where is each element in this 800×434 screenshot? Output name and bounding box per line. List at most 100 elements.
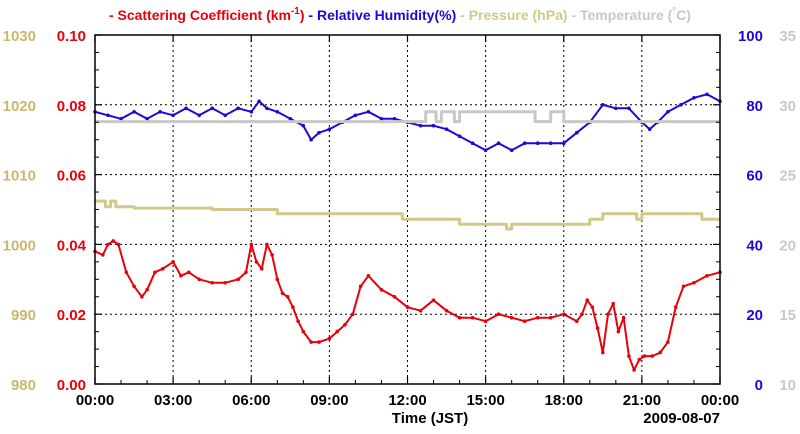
y-tick-label: 15: [779, 307, 796, 324]
data-point-humidity: [197, 113, 201, 118]
data-point-humidity: [171, 113, 175, 118]
data-point-humidity: [236, 106, 240, 111]
y-tick-label: 1020: [3, 98, 36, 115]
data-point-scattering: [197, 277, 201, 282]
data-point-scattering: [145, 288, 149, 292]
data-point-scattering: [132, 284, 136, 289]
data-point-humidity: [627, 106, 631, 111]
legend-text: - Scattering Coefficient (km-1) - Relati…: [109, 6, 691, 23]
y-tick-label: 20: [746, 307, 763, 324]
data-point-scattering: [285, 295, 290, 299]
y-tick-label: 10: [779, 377, 796, 394]
y-tick-label: 0.02: [57, 307, 86, 324]
data-point-scattering: [666, 340, 670, 344]
y-tick-label: 1010: [3, 168, 36, 185]
data-point-scattering: [627, 354, 631, 358]
data-point-scattering: [595, 326, 600, 331]
data-point-scattering: [705, 274, 709, 278]
data-point-scattering: [692, 281, 696, 285]
data-point-humidity: [132, 110, 136, 114]
data-point-scattering: [575, 319, 579, 324]
data-point-scattering: [351, 312, 355, 317]
data-point-scattering: [296, 319, 300, 324]
data-point-scattering: [236, 277, 240, 282]
data-point-scattering: [673, 305, 678, 310]
y-tick-label: 25: [779, 168, 796, 185]
y-tick-label: 20: [779, 237, 796, 254]
data-point-scattering: [590, 305, 595, 310]
data-point-scattering: [124, 270, 129, 275]
series-line-temperature: [95, 110, 720, 124]
y-tick-label: 1030: [3, 28, 36, 45]
y-tick-label: 990: [11, 307, 36, 324]
series-scattering: [93, 239, 722, 372]
time-axis: 00:00 03:00 06:00 09:00 12:00 15:00 18:00 21:00…: [76, 35, 739, 409]
data-point-scattering: [327, 336, 332, 341]
data-point-humidity: [106, 113, 110, 118]
data-point-scattering: [101, 253, 105, 257]
data-point-humidity: [483, 148, 488, 152]
data-point-humidity: [614, 106, 618, 111]
legend-item-pres: - Pressure (hPa): [456, 7, 567, 23]
data-point-scattering: [585, 298, 589, 303]
legend-item-rh: - Relative Humidity(%): [305, 7, 457, 23]
data-point-scattering: [632, 368, 636, 372]
data-point-scattering: [270, 253, 274, 257]
y-tick-label: 60: [746, 168, 763, 185]
data-point-scattering: [601, 350, 605, 355]
data-point-humidity: [210, 106, 214, 111]
legend-tail-temp: C): [676, 7, 691, 23]
x-axis-label: Time (JST): [392, 410, 468, 427]
data-point-scattering: [153, 270, 157, 275]
data-point-humidity: [301, 123, 306, 128]
data-point-scattering: [179, 274, 183, 278]
data-point-humidity: [275, 110, 280, 114]
data-point-humidity: [666, 110, 670, 114]
data-point-scattering: [496, 312, 501, 317]
temperature-axis: 10 15 20 25 30 35: [779, 28, 796, 394]
data-point-scattering: [658, 350, 662, 355]
data-point-humidity: [548, 141, 553, 145]
y-tick-label: 980: [11, 377, 36, 394]
data-point-scattering: [210, 281, 214, 285]
data-point-humidity: [317, 130, 321, 135]
pressure-axis: 980 990 1000 1010 1020 1030: [3, 28, 36, 394]
y-tick-label: 0.04: [57, 237, 87, 254]
data-point-scattering: [470, 315, 475, 320]
data-point-scattering: [343, 322, 347, 327]
data-point-scattering: [611, 301, 615, 306]
data-point-humidity: [522, 141, 527, 145]
data-point-scattering: [418, 308, 423, 313]
y-tick-label: 35: [779, 28, 796, 45]
legend-item-temp: - Temperature (: [568, 7, 673, 23]
data-point-scattering: [140, 295, 144, 299]
data-point-scattering: [265, 242, 269, 247]
data-point-scattering: [457, 315, 462, 320]
data-point-scattering: [522, 319, 527, 324]
data-point-scattering: [259, 267, 264, 271]
data-point-humidity: [257, 99, 261, 104]
data-point-scattering: [444, 308, 449, 313]
scattering-axis: 0.00 0.02 0.04 0.06 0.08 0.10: [57, 28, 102, 394]
series-temperature: [95, 110, 720, 124]
data-point-scattering: [535, 315, 540, 320]
data-point-humidity: [575, 130, 579, 135]
data-point-humidity: [288, 117, 293, 121]
data-point-humidity: [509, 148, 514, 152]
data-point-scattering: [171, 260, 175, 264]
data-point-humidity: [562, 141, 566, 145]
data-point-humidity: [431, 123, 436, 128]
y-tick-label: 30: [779, 98, 796, 115]
y-tick-label: 0.06: [57, 168, 86, 185]
data-point-humidity: [327, 127, 332, 131]
legend-sup-temp: °: [672, 6, 676, 17]
data-point-scattering: [366, 274, 371, 278]
data-point-humidity: [418, 123, 423, 128]
data-point-scattering: [317, 340, 321, 344]
data-point-scattering: [280, 291, 285, 296]
y-tick-label: 0.10: [57, 28, 86, 45]
data-point-scattering: [275, 277, 280, 282]
y-tick-label: 0: [755, 377, 763, 394]
x-tick-label: 00:00: [76, 392, 114, 409]
